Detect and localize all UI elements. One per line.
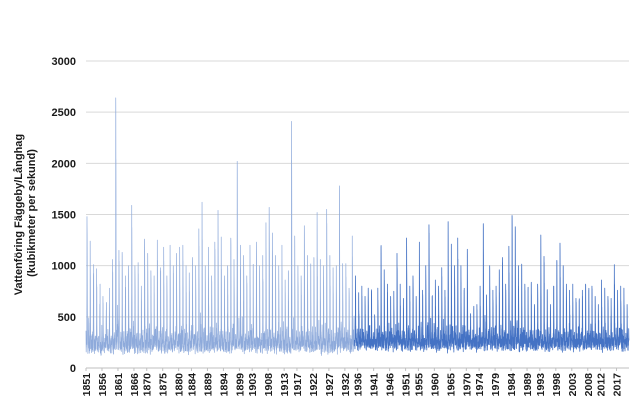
x-tick-label: 2017 — [612, 373, 624, 397]
x-tick-label: 1894 — [218, 373, 230, 397]
y-tick-label: 500 — [58, 312, 76, 324]
y-tick-label: 2500 — [52, 107, 76, 119]
x-tick-label: 1851 — [81, 373, 93, 397]
x-tick-label: 1866 — [129, 373, 141, 397]
x-tick-label: 1965 — [445, 373, 457, 397]
y-axis-label-line-2: (kubikmeter per sekund) — [26, 149, 38, 277]
x-tick-label: 1917 — [292, 373, 304, 397]
y-tick-label: 3000 — [52, 56, 76, 68]
y-tick-label: 1500 — [52, 210, 76, 222]
series-line-early — [85, 97, 355, 356]
x-axis-ticks: 1851 1856 1861 1866 1870 1875 1880 1884 1889 1894… — [81, 368, 624, 396]
x-tick-label: 1913 — [279, 373, 291, 397]
x-tick-label: 1899 — [234, 373, 246, 397]
x-tick-label: 1889 — [202, 373, 214, 397]
series-line-late — [353, 215, 630, 354]
y-axis-ticks: 0 500 1000 1500 2000 2500 3000 — [52, 56, 76, 375]
x-tick-label: 1979 — [490, 373, 502, 397]
x-tick-label: 1951 — [401, 373, 413, 397]
x-tick-label: 1984 — [506, 373, 518, 397]
x-tick-label: 1955 — [413, 373, 425, 397]
y-tick-label: 2000 — [52, 158, 76, 170]
x-tick-label: 1960 — [429, 373, 441, 397]
x-tick-label: 1908 — [263, 373, 275, 397]
x-tick-label: 1861 — [113, 373, 125, 397]
x-tick-label: 1989 — [522, 373, 534, 397]
x-tick-label: 2003 — [567, 373, 579, 397]
x-tick-label: 1946 — [385, 373, 397, 397]
x-tick-label: 1927 — [324, 373, 336, 397]
x-tick-label: 1884 — [186, 373, 198, 397]
x-tick-label: 1880 — [174, 373, 186, 397]
x-tick-label: 1970 — [461, 373, 473, 397]
x-tick-label: 1922 — [308, 373, 320, 397]
x-tick-label: 1993 — [535, 373, 547, 397]
y-axis-label-line-1: Vattenföring Fäggeby/Långhag — [13, 134, 25, 295]
x-tick-label: 1875 — [158, 373, 170, 397]
discharge-series — [85, 97, 630, 356]
x-tick-label: 1941 — [369, 373, 381, 397]
x-tick-label: 1932 — [340, 373, 352, 397]
x-tick-label: 1998 — [551, 373, 563, 397]
y-tick-label: 0 — [70, 363, 76, 375]
x-tick-label: 1856 — [97, 373, 109, 397]
y-axis-label: Vattenföring Fäggeby/Långhag (kubikmeter… — [13, 131, 38, 295]
x-tick-label: 1870 — [142, 373, 154, 397]
x-tick-label: 1903 — [247, 373, 259, 397]
x-tick-label: 1936 — [353, 373, 365, 397]
x-tick-label: 2012 — [596, 373, 608, 397]
x-tick-label: 2008 — [583, 373, 595, 397]
y-tick-label: 1000 — [52, 261, 76, 273]
x-tick-label: 1974 — [474, 373, 486, 397]
